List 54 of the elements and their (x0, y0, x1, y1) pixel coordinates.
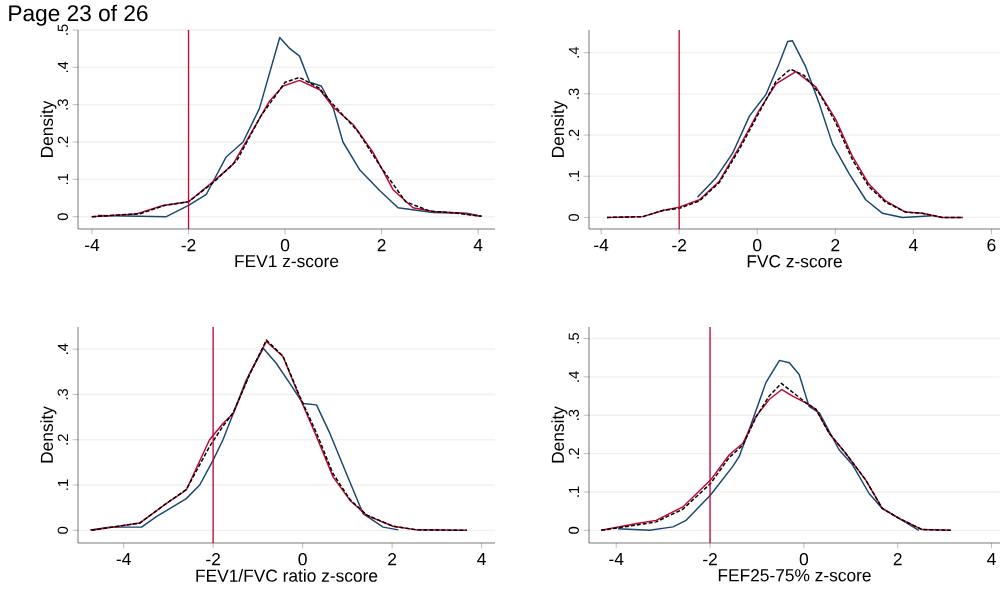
x-tick-label: -2 (703, 553, 717, 566)
y-tick-label: .1 (57, 479, 68, 490)
x-tick-label: 0 (298, 553, 307, 566)
x-tick-label: -2 (672, 239, 686, 252)
x-tick-label: 2 (831, 239, 840, 252)
y-tick-label: .1 (568, 486, 579, 497)
y-tick-label: .4 (568, 371, 579, 382)
y-tick-label: .2 (57, 136, 68, 147)
y-tick-label: .1 (568, 170, 579, 182)
y-tick-label: 0 (57, 213, 68, 221)
y-tick-label: .3 (568, 88, 579, 99)
y-tick-label: .4 (57, 343, 68, 354)
x-axis-title: FEV1 z-score (235, 255, 339, 268)
x-tick-label: 4 (908, 239, 918, 251)
x-axis-title: FEF25-75% z-score (718, 569, 871, 582)
x-tick-label: -4 (609, 553, 624, 565)
y-axis-title: Density (40, 406, 57, 463)
x-tick-label: 0 (280, 239, 290, 252)
x-tick-label: 6 (987, 239, 996, 252)
y-tick-label: 0 (568, 526, 579, 534)
y-axis-title: Density (551, 100, 568, 157)
x-tick-label: 0 (799, 553, 809, 566)
y-tick-label: .5 (568, 333, 579, 344)
x-axis-title: FEV1/FVC ratio z-score (196, 569, 378, 582)
y-tick-label: .1 (57, 173, 68, 185)
y-tick-label: .2 (568, 448, 579, 459)
y-tick-label: .2 (568, 129, 579, 140)
line-series (696, 39, 933, 219)
y-tick-label: .5 (57, 24, 68, 35)
line-series (617, 359, 920, 532)
y-tick-label: 0 (568, 213, 579, 221)
x-axis-title: FVC z-score (747, 255, 842, 268)
x-tick-label: -4 (85, 239, 100, 251)
x-tick-label: 2 (377, 239, 386, 252)
y-tick-label: 0 (57, 526, 68, 534)
y-tick-label: .3 (57, 99, 68, 110)
x-tick-label: 4 (473, 239, 483, 251)
y-tick-label: .4 (568, 46, 579, 58)
x-tick-label: -2 (181, 239, 196, 252)
y-tick-label: .2 (57, 434, 68, 445)
y-axis-title: Density (40, 100, 57, 157)
x-tick-label: -4 (116, 553, 131, 565)
x-tick-label: 4 (987, 553, 996, 565)
y-tick-label: .3 (57, 389, 68, 400)
x-tick-label: 4 (477, 553, 486, 565)
x-tick-label: -4 (594, 239, 609, 251)
x-tick-label: 0 (753, 239, 762, 252)
x-tick-label: 2 (388, 553, 397, 566)
y-axis-title: Density (551, 406, 568, 463)
y-tick-label: .3 (568, 409, 579, 421)
y-tick-label: .4 (57, 61, 68, 73)
x-tick-label: 2 (893, 553, 902, 566)
x-tick-label: -2 (206, 553, 220, 566)
line-series (89, 347, 400, 531)
